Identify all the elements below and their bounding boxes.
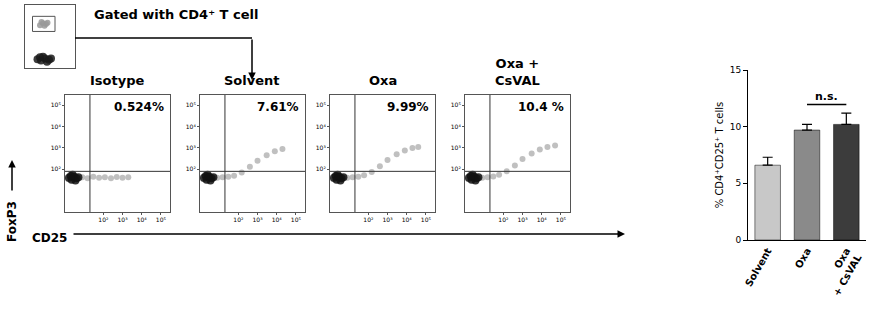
svg-text:10²: 10² — [316, 165, 327, 172]
svg-text:10⁵: 10⁵ — [421, 216, 432, 223]
svg-text:10³: 10³ — [382, 216, 393, 223]
svg-text:10⁴: 10⁴ — [51, 123, 62, 130]
svg-text:5: 5 — [735, 178, 741, 188]
svg-text:10⁵: 10⁵ — [556, 216, 567, 223]
svg-text:10²: 10² — [233, 216, 244, 223]
svg-text:10²: 10² — [51, 165, 62, 172]
svg-text:10⁴: 10⁴ — [402, 216, 413, 223]
svg-text:10³: 10³ — [316, 144, 327, 151]
svg-text:10⁴: 10⁴ — [186, 123, 197, 130]
svg-text:CD25: CD25 — [32, 231, 67, 245]
svg-text:10³: 10³ — [451, 144, 462, 151]
svg-text:Gated with CD4⁺ T cell: Gated with CD4⁺ T cell — [94, 7, 258, 22]
svg-text:10: 10 — [730, 122, 742, 132]
svg-text:Oxa: Oxa — [369, 73, 397, 88]
svg-text:10³: 10³ — [117, 216, 128, 223]
svg-text:Solvent: Solvent — [743, 246, 774, 289]
svg-text:% CD4⁺CD25⁺ T cells: % CD4⁺CD25⁺ T cells — [714, 102, 725, 209]
svg-text:Solvent: Solvent — [224, 73, 280, 88]
svg-text:0: 0 — [735, 235, 741, 245]
svg-text:10⁵: 10⁵ — [291, 216, 302, 223]
svg-text:10.4 %: 10.4 % — [518, 100, 564, 114]
svg-text:Oxa: Oxa — [793, 246, 813, 270]
svg-text:10⁵: 10⁵ — [451, 101, 462, 108]
svg-text:FoxP3: FoxP3 — [5, 201, 19, 242]
svg-text:10⁴: 10⁴ — [537, 216, 548, 223]
svg-text:10⁵: 10⁵ — [316, 101, 327, 108]
svg-text:10⁴: 10⁴ — [272, 216, 283, 223]
svg-text:10²: 10² — [98, 216, 109, 223]
svg-text:10⁴: 10⁴ — [137, 216, 148, 223]
svg-text:10²: 10² — [498, 216, 509, 223]
svg-text:Oxa+ CsVAL: Oxa+ CsVAL — [820, 245, 864, 298]
svg-text:10⁵: 10⁵ — [186, 101, 197, 108]
svg-text:10²: 10² — [363, 216, 374, 223]
svg-text:9.99%: 9.99% — [387, 100, 429, 114]
svg-text:15: 15 — [730, 65, 741, 75]
svg-text:n.s.: n.s. — [815, 90, 838, 103]
svg-text:10⁴: 10⁴ — [451, 123, 462, 130]
svg-text:10⁴: 10⁴ — [316, 123, 327, 130]
svg-text:10²: 10² — [186, 165, 197, 172]
svg-text:10⁵: 10⁵ — [156, 216, 167, 223]
svg-text:10³: 10³ — [252, 216, 263, 223]
svg-text:Isotype: Isotype — [90, 73, 145, 88]
svg-text:10³: 10³ — [51, 144, 62, 151]
svg-text:10⁵: 10⁵ — [51, 101, 62, 108]
svg-text:Oxa +CsVAL: Oxa +CsVAL — [495, 56, 540, 88]
svg-text:7.61%: 7.61% — [257, 100, 299, 114]
svg-text:10²: 10² — [451, 165, 462, 172]
svg-text:10³: 10³ — [186, 144, 197, 151]
svg-text:0.524%: 0.524% — [114, 100, 164, 114]
svg-text:10³: 10³ — [517, 216, 528, 223]
